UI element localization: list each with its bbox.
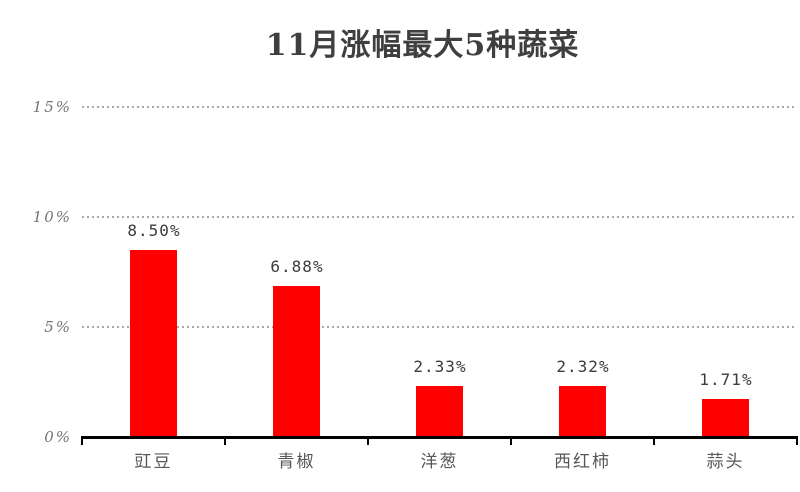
gridline (82, 326, 797, 328)
x-axis-tick (510, 436, 512, 445)
x-axis-tick (81, 436, 83, 445)
bar (416, 386, 463, 437)
chart-title: 11月涨幅最大5种蔬菜 (265, 28, 580, 63)
bar-value-label: 2.33% (413, 357, 467, 376)
y-tick-label: 5% (44, 318, 72, 336)
bar (559, 386, 606, 437)
bar (273, 286, 320, 437)
bar-value-label: 1.71% (699, 370, 753, 389)
y-tick-label: 10% (32, 208, 72, 226)
gridline (82, 216, 797, 218)
bar-value-label: 8.50% (127, 221, 181, 240)
x-axis-tick (367, 436, 369, 445)
x-axis-tick (653, 436, 655, 445)
y-tick-label: 0% (44, 428, 72, 446)
bar (702, 399, 749, 437)
y-tick-label: 15% (32, 98, 72, 116)
bar-value-label: 6.88% (270, 257, 324, 276)
x-category-label: 西红柿 (554, 452, 611, 472)
x-category-label: 豇豆 (134, 452, 173, 472)
bar (130, 250, 177, 437)
x-category-label: 蒜头 (706, 452, 745, 472)
x-axis-tick (224, 436, 226, 445)
gridline (82, 106, 797, 108)
x-category-label: 青椒 (277, 452, 316, 472)
x-axis-line (82, 436, 797, 439)
bar-value-label: 2.32% (556, 357, 610, 376)
x-category-label: 洋葱 (420, 452, 459, 472)
x-axis-tick (796, 436, 798, 445)
